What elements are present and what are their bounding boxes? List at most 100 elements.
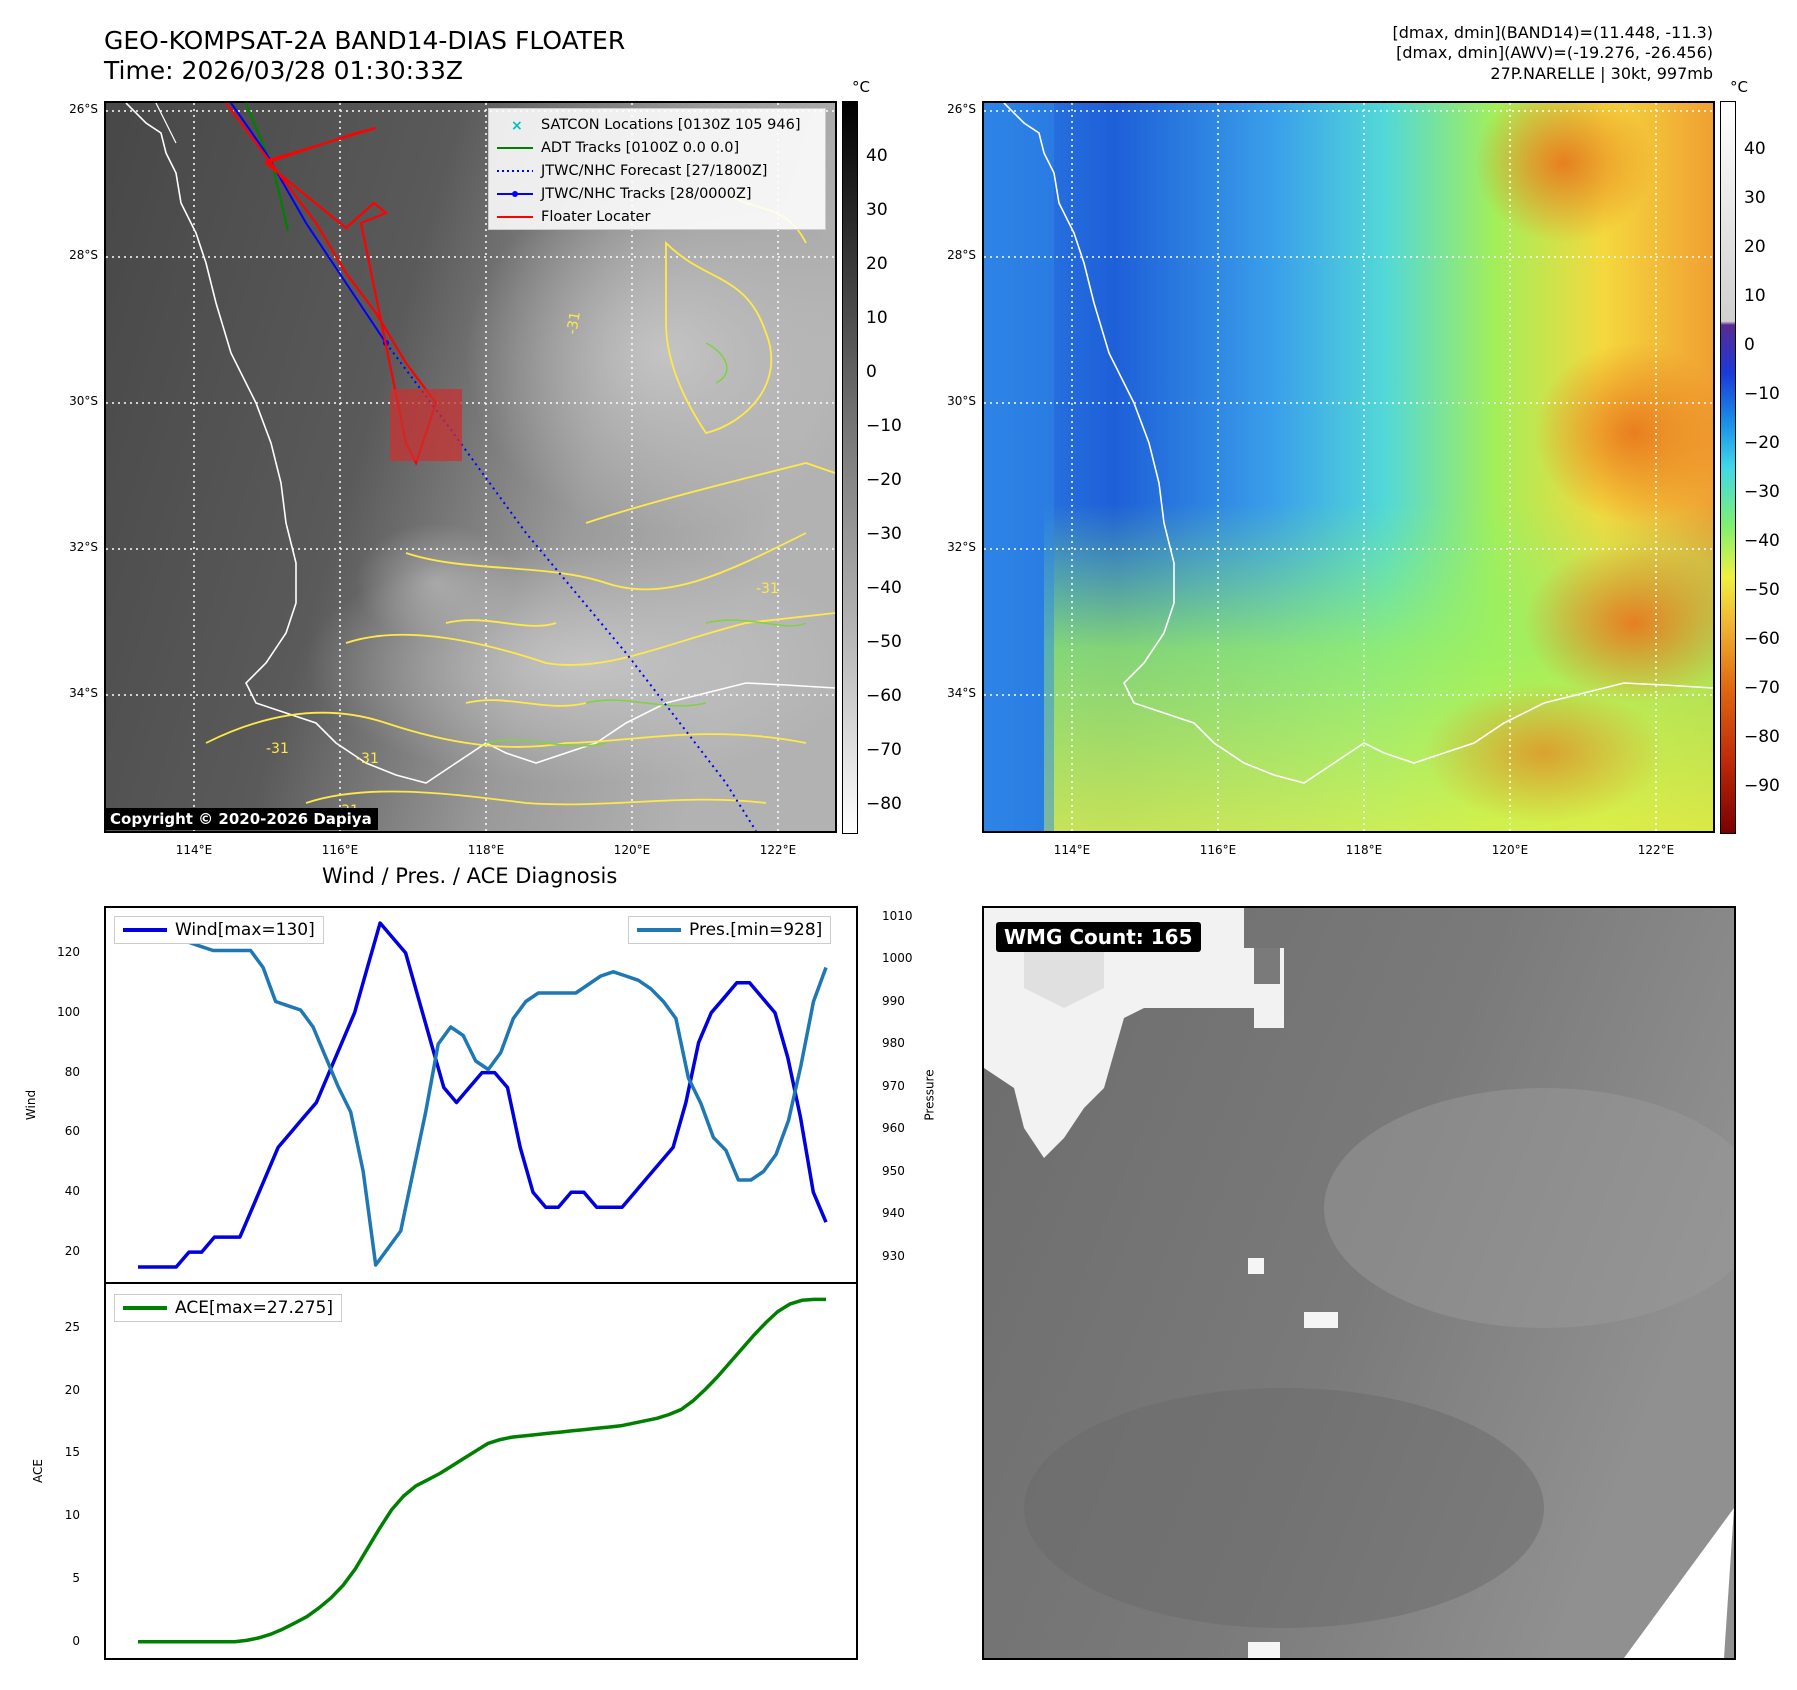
wmg-panel <box>982 906 1736 1660</box>
colorbar-tick-label: −50 <box>866 632 902 652</box>
wmg-svg <box>984 908 1734 1658</box>
colorbar-tick-label: −60 <box>1744 629 1780 649</box>
colorbar-tick-label: 30 <box>1744 188 1766 208</box>
colorbar-unit: °C <box>852 78 870 96</box>
ace-legend: ACE[max=27.275] <box>114 1294 342 1322</box>
pressure-axis-label: Pressure <box>922 1069 937 1121</box>
ace-tick-label: 25 <box>64 1319 80 1334</box>
diagnosis-title: Wind / Pres. / ACE Diagnosis <box>322 864 618 888</box>
pressure-tick-label: 1000 <box>882 951 913 965</box>
lat-label: 28°S <box>947 248 976 262</box>
stats-band14: [dmax, dmin](BAND14)=(11.448, -11.3) <box>1392 23 1714 42</box>
chart-title: GEO-KOMPSAT-2A BAND14-DIAS FLOATER <box>104 26 626 55</box>
ace-tick-label: 0 <box>72 1633 80 1648</box>
contour-label: -31 <box>266 741 289 757</box>
wind-pres-svg <box>138 921 828 1269</box>
lat-label: 30°S <box>69 394 98 408</box>
lon-label: 114°E <box>175 843 213 857</box>
jtwc-track <box>230 103 387 344</box>
colorbar-tick-label: −20 <box>866 470 902 490</box>
colorbar-tick-label: 0 <box>1744 335 1755 355</box>
ace-axis-label: ACE <box>30 1459 45 1483</box>
lon-label: 116°E <box>1199 843 1237 857</box>
pressure-tick-label: 960 <box>882 1121 905 1135</box>
lat-label: 28°S <box>69 248 98 262</box>
wind-axis-label: Wind <box>24 1089 39 1121</box>
lon-label: 122°E <box>759 843 797 857</box>
lat-label: 26°S <box>69 102 98 116</box>
pressure-legend: Pres.[min=928] <box>628 916 832 944</box>
ace-tick-label: 5 <box>72 1570 80 1585</box>
lat-label: 34°S <box>69 686 98 700</box>
svg-text:×: × <box>511 119 523 131</box>
wind-tick-label: 20 <box>64 1244 80 1259</box>
colorbar-tick-label: 0 <box>866 362 877 382</box>
colorbar-tick-label: −70 <box>1744 678 1780 698</box>
copyright-badge: Copyright © 2020-2026 Dapiya <box>104 808 378 830</box>
colorbar-tick-label: −10 <box>866 416 902 436</box>
legend-item-jtwc-forecast: JTWC/NHC Forecast [27/1800Z] <box>497 162 768 179</box>
lon-label: 118°E <box>1345 843 1383 857</box>
ir-colorbar <box>842 101 858 834</box>
lat-label: 34°S <box>947 686 976 700</box>
wv-map-panel <box>982 101 1715 833</box>
ace-panel <box>104 1282 858 1660</box>
colorbar-tick-label: −80 <box>1744 727 1780 747</box>
wind-tick-label: 120 <box>57 944 80 959</box>
wv-map-svg <box>984 103 1713 831</box>
wind-series-line <box>138 921 828 1269</box>
floater-box <box>390 389 462 461</box>
colorbar-tick-label: 20 <box>1744 237 1766 257</box>
pressure-tick-label: 950 <box>882 1163 905 1178</box>
map-legend: × SATCON Locations [0130Z 105 946] ADT T… <box>488 108 826 230</box>
colorbar-tick-label: 40 <box>866 146 888 166</box>
storm-info: 27P.NARELLE | 30kt, 997mb <box>1490 64 1713 83</box>
wind-pres-panel <box>104 906 858 1284</box>
wv-colorbar <box>1720 101 1736 834</box>
lat-label: 26°S <box>947 102 976 116</box>
contour-label: -31 <box>564 310 584 335</box>
colorbar-tick-label: 20 <box>866 254 888 274</box>
colorbar-tick-label: 40 <box>1744 139 1766 159</box>
contour-label: -31 <box>356 751 379 767</box>
pressure-tick-label: 930 <box>882 1248 905 1263</box>
colorbar-tick-label: −20 <box>1744 433 1780 453</box>
ace-series-line <box>138 1297 826 1644</box>
wind-tick-label: 60 <box>64 1124 80 1139</box>
colorbar-tick-label: −90 <box>1744 776 1780 796</box>
colorbar-tick-label: −80 <box>866 794 902 814</box>
legend-item-adt: ADT Tracks [0100Z 0.0 0.0] <box>497 139 740 156</box>
chart-time: Time: 2026/03/28 01:30:33Z <box>104 56 463 85</box>
colorbar-tick-label: 10 <box>866 308 888 328</box>
jtwc-forecast <box>385 342 757 831</box>
colorbar-tick-label: −60 <box>866 686 902 706</box>
colorbar-tick-label: −50 <box>1744 580 1780 600</box>
adt-track <box>244 103 290 232</box>
ace-tick-label: 20 <box>64 1382 80 1397</box>
lon-label: 118°E <box>467 843 505 857</box>
pressure-series-line <box>138 923 828 1267</box>
lon-label: 120°E <box>613 843 651 857</box>
colorbar-tick-label: −30 <box>1744 482 1780 502</box>
lat-label: 32°S <box>947 540 976 554</box>
colorbar-tick-label: −70 <box>866 740 902 760</box>
lon-label: 122°E <box>1637 843 1675 857</box>
lon-label: 120°E <box>1491 843 1529 857</box>
legend-item-jtwc-tracks: JTWC/NHC Tracks [28/0000Z] <box>497 182 817 205</box>
colorbar-unit: °C <box>1730 78 1748 96</box>
wind-tick-label: 100 <box>57 1004 80 1019</box>
legend-item-satcon: × SATCON Locations [0130Z 105 946] <box>511 116 801 133</box>
colorbar-tick-label: −40 <box>1744 531 1780 551</box>
wind-legend: Wind[max=130] <box>114 916 324 944</box>
lat-label: 30°S <box>947 394 976 408</box>
lon-label: 114°E <box>1053 843 1091 857</box>
wind-tick-label: 80 <box>64 1064 80 1079</box>
colorbar-tick-label: −40 <box>866 578 902 598</box>
pressure-tick-label: 940 <box>882 1206 905 1220</box>
ace-tick-label: 15 <box>64 1445 80 1460</box>
ace-tick-label: 10 <box>64 1508 80 1523</box>
colorbar-tick-label: 10 <box>1744 286 1766 306</box>
wmg-count-badge: WMG Count: 165 <box>996 922 1201 952</box>
legend-item-floater: Floater Locater <box>497 208 651 225</box>
ace-svg <box>138 1297 826 1644</box>
